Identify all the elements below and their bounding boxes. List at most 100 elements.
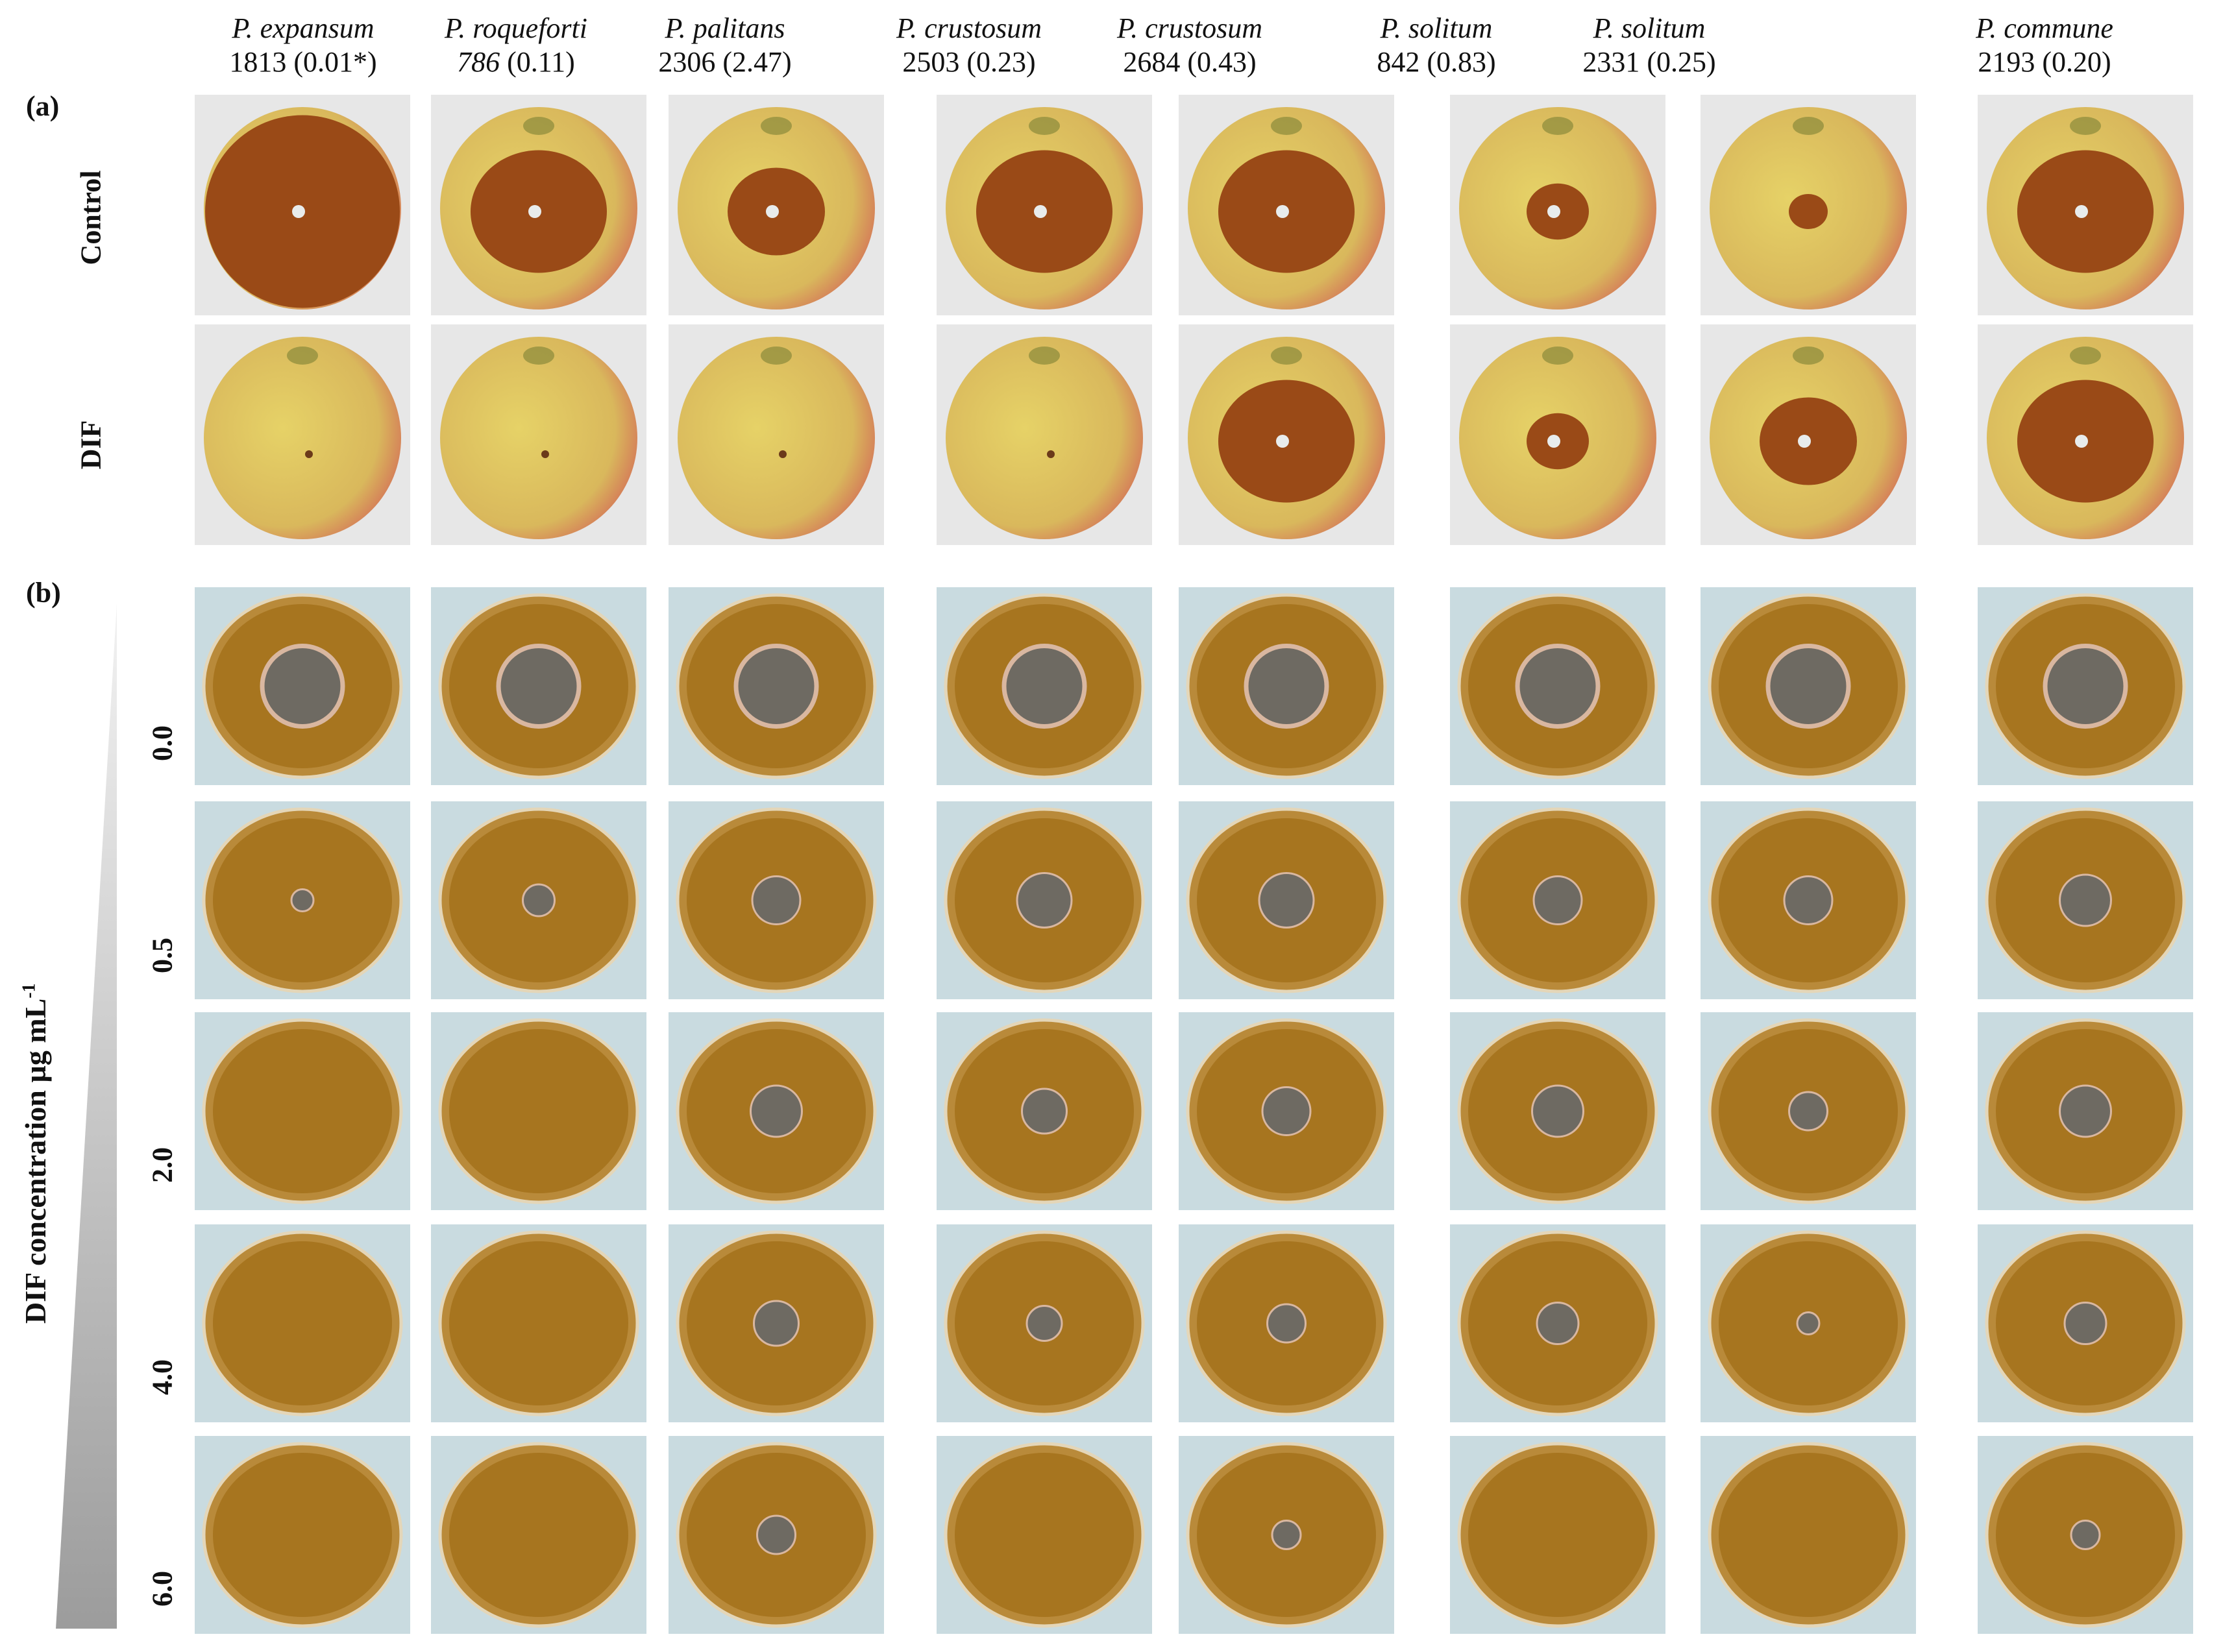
petri-dish-photo xyxy=(1450,587,1665,785)
fungal-colony xyxy=(1026,1305,1063,1342)
isolate-code: 2331 (0.25) xyxy=(1582,46,1716,78)
y-axis-label: DIF concentration µg mL-1 xyxy=(19,983,52,1324)
petri-dish-photo xyxy=(937,1224,1152,1422)
column-header: P. expansum 1813 (0.01*) xyxy=(206,12,400,79)
row-label-control: Control xyxy=(75,170,107,265)
petri-dish-photo xyxy=(431,1436,646,1634)
apple-photo xyxy=(669,324,884,545)
petri-dish-photo xyxy=(937,1436,1152,1634)
fungal-colony xyxy=(751,875,802,925)
rot-lesion xyxy=(1789,194,1828,229)
fungal-colony xyxy=(2063,1302,2107,1345)
petri-dish-photo xyxy=(937,587,1152,785)
fungal-colony xyxy=(1244,644,1329,729)
fungal-colony xyxy=(1016,872,1073,929)
petri-dish-photo xyxy=(1179,1012,1394,1210)
panel-label-a: (a) xyxy=(26,90,60,122)
column-header: P. roqueforti 786 (0.11) xyxy=(419,12,613,79)
petri-dish-photo xyxy=(1179,1436,1394,1634)
petri-dish-photo xyxy=(1701,587,1916,785)
fungal-colony xyxy=(1788,1091,1828,1132)
petri-dish-photo xyxy=(669,801,884,999)
isolate-code: 842 (0.83) xyxy=(1377,46,1496,78)
petri-dish-photo xyxy=(195,1224,410,1422)
petri-dish-photo xyxy=(431,1224,646,1422)
petri-dish-photo xyxy=(1701,1012,1916,1210)
petri-dish-photo xyxy=(431,1012,646,1210)
apple-photo xyxy=(1978,95,2193,315)
fungal-colony xyxy=(1536,1302,1580,1345)
fungal-colony xyxy=(2059,1084,2112,1138)
species-name: P. crustosum xyxy=(1116,12,1263,44)
petri-dish-photo xyxy=(1450,1224,1665,1422)
panel-label-b: (b) xyxy=(26,577,61,609)
species-name: P. palitans xyxy=(665,12,785,44)
petri-dish-photo xyxy=(195,1012,410,1210)
fungal-colony xyxy=(2043,644,2128,729)
concentration-label: 0.0 xyxy=(146,725,178,761)
isolate-code: 2684 (0.43) xyxy=(1123,46,1257,78)
fungal-colony xyxy=(1258,872,1315,929)
fungal-colony xyxy=(1783,875,1834,925)
fungal-colony xyxy=(1271,1520,1302,1550)
column-header: P. crustosum 2684 (0.43) xyxy=(1092,12,1287,79)
petri-dish-photo xyxy=(669,1436,884,1634)
petri-dish-photo xyxy=(1701,1436,1916,1634)
column-header: P. solitum 842 (0.83) xyxy=(1339,12,1534,79)
fungal-colony xyxy=(2070,1520,2101,1550)
petri-dish-photo xyxy=(195,1436,410,1634)
species-name: P. solitum xyxy=(1380,12,1493,44)
petri-dish-photo xyxy=(1701,801,1916,999)
isolate-code: 786 (0.11) xyxy=(457,46,575,78)
petri-dish-photo xyxy=(1978,1012,2193,1210)
fungal-colony xyxy=(750,1084,803,1138)
petri-dish-photo xyxy=(431,587,646,785)
row-label-dif: DIF xyxy=(75,420,107,470)
fungal-colony xyxy=(496,644,582,729)
isolate-code: 2193 (0.20) xyxy=(1978,46,2111,78)
fungal-colony xyxy=(2059,873,2112,927)
petri-dish-photo xyxy=(1450,1436,1665,1634)
apple xyxy=(204,337,401,539)
apple-photo xyxy=(1978,324,2193,545)
apple-photo xyxy=(1450,324,1665,545)
fungal-colony xyxy=(1765,644,1851,729)
apple-photo xyxy=(937,324,1152,545)
apple-photo xyxy=(1179,95,1394,315)
apple xyxy=(946,337,1143,539)
isolate-code: 2306 (2.47) xyxy=(658,46,792,78)
petri-dish-photo xyxy=(1450,801,1665,999)
fungal-colony xyxy=(753,1300,800,1347)
fungal-colony xyxy=(1515,644,1601,729)
petri-dish-photo xyxy=(669,587,884,785)
isolate-code: 2503 (0.23) xyxy=(902,46,1036,78)
isolate-code: 1813 (0.01*) xyxy=(229,46,377,78)
apple-photo xyxy=(1450,95,1665,315)
petri-dish-photo xyxy=(1701,1224,1916,1422)
apple-photo xyxy=(1701,95,1916,315)
petri-dish-photo xyxy=(431,801,646,999)
petri-dish-photo xyxy=(1978,587,2193,785)
concentration-label: 0.5 xyxy=(146,938,178,973)
column-header: P. commune 2193 (0.20) xyxy=(1947,12,2142,79)
species-name: P. expansum xyxy=(232,12,375,44)
fungal-colony xyxy=(260,644,345,729)
fungal-colony xyxy=(1796,1311,1821,1335)
species-name: P. commune xyxy=(1976,12,2113,44)
petri-dish-photo xyxy=(1978,1224,2193,1422)
fungal-colony xyxy=(522,883,556,917)
column-header: P. palitans 2306 (2.47) xyxy=(628,12,822,79)
petri-dish-photo xyxy=(937,1012,1152,1210)
concentration-gradient-wedge xyxy=(56,603,117,1629)
petri-dish-photo xyxy=(195,801,410,999)
fungal-colony xyxy=(1266,1303,1307,1344)
apple-photo xyxy=(195,95,410,315)
petri-dish-photo xyxy=(669,1224,884,1422)
fungal-colony xyxy=(290,888,315,912)
petri-dish-photo xyxy=(1978,1436,2193,1634)
apple-photo xyxy=(1179,324,1394,545)
apple xyxy=(440,337,637,539)
fungal-colony xyxy=(1532,875,1583,925)
species-name: P. solitum xyxy=(1593,12,1706,44)
apple-photo xyxy=(195,324,410,545)
